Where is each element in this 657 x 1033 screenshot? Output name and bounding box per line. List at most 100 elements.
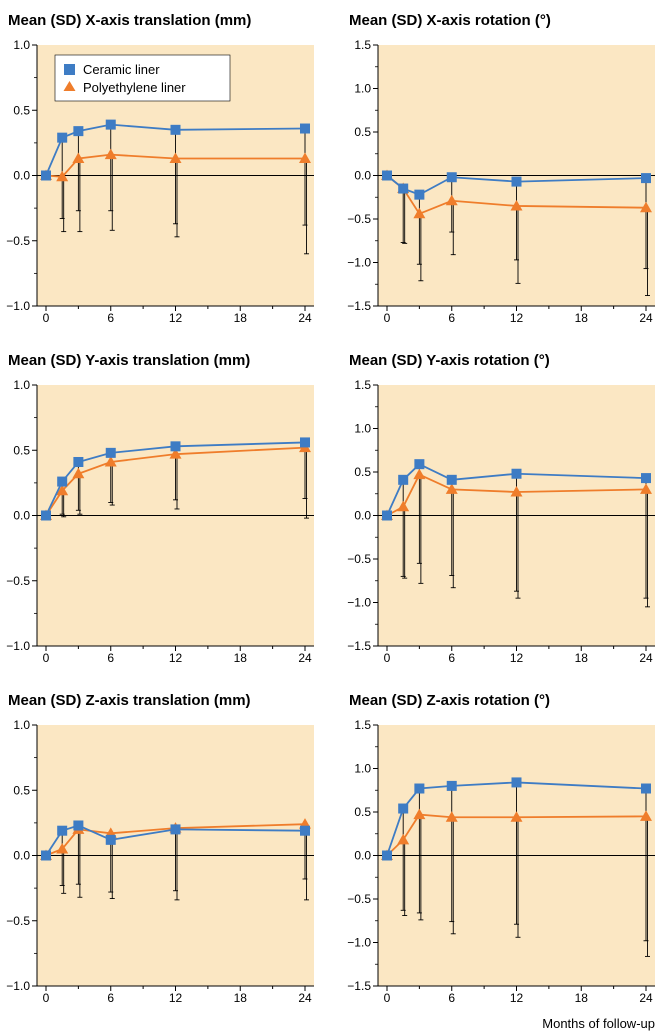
data-point bbox=[510, 811, 523, 822]
data-point bbox=[72, 467, 85, 479]
x-tick-label: 0 bbox=[384, 991, 391, 1005]
data-point bbox=[105, 119, 116, 130]
data-point bbox=[300, 825, 310, 836]
x-tick-label: 12 bbox=[510, 991, 524, 1005]
x-tick-label: 0 bbox=[43, 311, 50, 325]
legend-poly-marker bbox=[63, 81, 76, 91]
data-point bbox=[300, 437, 310, 448]
x-tick-label: 12 bbox=[169, 651, 183, 665]
y-tick-label: −1.0 bbox=[347, 936, 371, 950]
data-point bbox=[104, 148, 117, 160]
data-point bbox=[73, 820, 84, 831]
y-tick-label: 1.0 bbox=[354, 82, 371, 96]
y-tick-label: −1.0 bbox=[6, 299, 30, 313]
chart-title: Mean (SD) Z-axis translation (mm) bbox=[8, 692, 251, 709]
data-point bbox=[413, 808, 426, 820]
data-point bbox=[414, 189, 425, 200]
y-tick-label: −1.0 bbox=[6, 979, 30, 993]
y-tick-label: −1.5 bbox=[347, 639, 371, 653]
data-point bbox=[170, 124, 181, 135]
x-tick-label: 24 bbox=[298, 651, 312, 665]
y-tick-label: 0.5 bbox=[13, 103, 30, 117]
y-tick-label: −0.5 bbox=[347, 212, 371, 226]
data-point bbox=[511, 468, 522, 479]
data-point bbox=[104, 455, 117, 467]
data-point bbox=[446, 172, 457, 183]
y-tick-label: 1.0 bbox=[354, 422, 371, 436]
x-tick-label: 0 bbox=[43, 651, 50, 665]
y-tick-label: −1.0 bbox=[347, 596, 371, 610]
data-point bbox=[41, 170, 51, 181]
series-line bbox=[45, 123, 306, 176]
data-point bbox=[57, 132, 68, 143]
series-line bbox=[45, 441, 306, 516]
y-tick-label: −1.0 bbox=[6, 639, 30, 653]
y-tick-label: −0.5 bbox=[347, 892, 371, 906]
y-tick-label: 0.0 bbox=[13, 849, 30, 863]
x-tick-label: 0 bbox=[43, 991, 50, 1005]
y-tick-label: 0.5 bbox=[13, 443, 30, 457]
x-tick-label: 6 bbox=[107, 311, 114, 325]
legend-ceramic-marker bbox=[64, 64, 75, 75]
data-point bbox=[56, 170, 69, 182]
data-point bbox=[397, 500, 410, 512]
data-point bbox=[300, 123, 310, 134]
x-tick-label: 0 bbox=[384, 311, 391, 325]
y-tick-label: 1.0 bbox=[13, 378, 30, 392]
data-point bbox=[72, 152, 85, 164]
x-tick-label: 6 bbox=[448, 311, 455, 325]
data-point bbox=[445, 811, 458, 822]
data-point bbox=[510, 486, 523, 497]
data-point bbox=[445, 483, 458, 494]
data-point bbox=[640, 483, 652, 494]
x-tick-label: 6 bbox=[107, 991, 114, 1005]
legend-background bbox=[54, 54, 231, 102]
legend-ceramic-label: Ceramic liner bbox=[83, 62, 160, 77]
y-tick-label: 0.0 bbox=[13, 509, 30, 523]
data-point bbox=[414, 783, 425, 794]
x-tick-label: 6 bbox=[448, 991, 455, 1005]
chart-title: Mean (SD) X-axis rotation (°) bbox=[349, 12, 551, 29]
y-tick-label: 0.0 bbox=[354, 169, 371, 183]
y-tick-label: 0.0 bbox=[354, 509, 371, 523]
data-point bbox=[641, 783, 651, 794]
y-tick-label: 0.5 bbox=[13, 783, 30, 797]
data-point bbox=[73, 126, 84, 137]
x-tick-label: 18 bbox=[575, 311, 589, 325]
data-point bbox=[446, 780, 457, 791]
y-tick-label: −0.5 bbox=[6, 234, 30, 248]
data-point bbox=[640, 201, 652, 213]
y-tick-label: 1.0 bbox=[13, 38, 30, 52]
x-tick-label: 18 bbox=[234, 651, 248, 665]
legend-poly-label: Polyethylene liner bbox=[83, 80, 186, 95]
data-point bbox=[511, 777, 522, 788]
x-tick-label: 18 bbox=[575, 651, 589, 665]
data-point bbox=[57, 825, 68, 836]
data-point bbox=[170, 824, 181, 835]
panels: Mean (SD) X-axis translation (mm) −1.0 −0.… bbox=[6, 12, 655, 1005]
y-tick-label: 1.0 bbox=[13, 718, 30, 732]
data-point bbox=[169, 152, 182, 164]
y-tick-label: 1.5 bbox=[354, 38, 371, 52]
y-tick-label: 0.5 bbox=[354, 465, 371, 479]
chart-title: Mean (SD) Y-axis rotation (°) bbox=[349, 352, 550, 369]
y-tick-label: 1.5 bbox=[354, 378, 371, 392]
y-tick-label: −0.5 bbox=[347, 552, 371, 566]
x-tick-label: 12 bbox=[169, 311, 183, 325]
x-tick-label: 12 bbox=[510, 311, 524, 325]
chart-panel: Mean (SD) X-axis rotation (°) −1.5 −1.0 −0.… bbox=[347, 12, 655, 325]
data-point bbox=[56, 484, 69, 496]
chart-panel: Mean (SD) Y-axis rotation (°) −1.5 −1.0 −0.… bbox=[347, 352, 655, 665]
data-point bbox=[41, 850, 51, 861]
data-point bbox=[413, 207, 426, 219]
data-point bbox=[446, 474, 457, 485]
x-tick-label: 18 bbox=[234, 311, 248, 325]
data-point bbox=[41, 510, 51, 521]
x-tick-label: 24 bbox=[639, 651, 653, 665]
data-point bbox=[398, 474, 409, 485]
data-point bbox=[56, 842, 69, 854]
data-point bbox=[105, 447, 116, 458]
series-line bbox=[386, 781, 647, 856]
series-line bbox=[386, 463, 647, 516]
x-tick-label: 6 bbox=[448, 651, 455, 665]
